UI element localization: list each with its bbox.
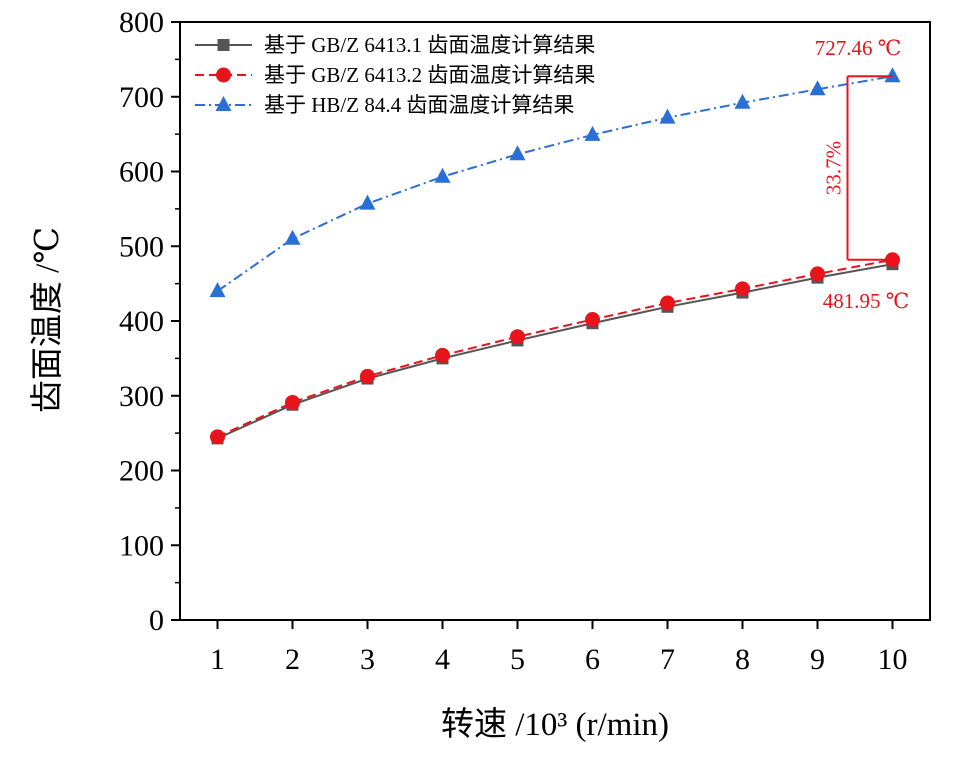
x-tick-label: 4 xyxy=(435,643,450,676)
y-tick-label: 600 xyxy=(119,156,164,189)
x-axis-ticks: 1 2 3 4 5 6 7 8 9 10 xyxy=(210,620,908,676)
data-point-circle xyxy=(435,347,450,363)
annotation-bottom-value: 481.95 ℃ xyxy=(823,289,910,313)
y-tick-label: 800 xyxy=(119,6,164,39)
annotation-top-value: 727.46 ℃ xyxy=(815,36,902,60)
y-tick-label: 400 xyxy=(119,305,164,338)
data-point-triangle xyxy=(734,93,751,109)
series-layer xyxy=(209,67,901,445)
series-3 xyxy=(209,67,901,298)
y-tick-label: 700 xyxy=(119,81,164,114)
data-point-triangle xyxy=(434,167,451,183)
y-tick-label: 200 xyxy=(119,455,164,488)
data-point-triangle xyxy=(809,80,826,96)
data-point-triangle xyxy=(209,282,226,298)
legend-item-3: 基于 HB/Z 84.4 齿面温度计算结果 xyxy=(195,93,574,117)
data-point-triangle xyxy=(884,67,901,83)
x-tick-label: 1 xyxy=(210,643,225,676)
x-tick-label: 8 xyxy=(735,643,750,676)
annotation-percent: 33.7% xyxy=(822,141,846,195)
data-point-triangle xyxy=(584,125,601,141)
data-point-triangle xyxy=(509,145,526,161)
data-point-triangle xyxy=(359,194,376,210)
y-tick-label: 100 xyxy=(119,529,164,562)
x-tick-label: 3 xyxy=(360,643,375,676)
y-tick-label: 0 xyxy=(149,604,164,637)
annotation-layer: 727.46 ℃ 481.95 ℃ 33.7% xyxy=(815,36,910,313)
data-point-square xyxy=(217,39,230,51)
y-axis-label: 齿面温度 /℃ xyxy=(29,227,66,413)
data-point-triangle xyxy=(284,229,301,245)
series-line xyxy=(217,258,893,438)
y-tick-label: 500 xyxy=(119,230,164,263)
x-tick-label: 6 xyxy=(585,643,600,676)
data-point-triangle xyxy=(659,108,676,124)
data-point-circle xyxy=(660,295,675,311)
legend-label: 基于 HB/Z 84.4 齿面温度计算结果 xyxy=(264,93,574,117)
x-axis-label: 转速 /10³ (r/min) xyxy=(441,706,669,743)
x-tick-label: 10 xyxy=(878,643,908,676)
legend-label: 基于 GB/Z 6413.2 齿面温度计算结果 xyxy=(264,63,595,87)
series-1 xyxy=(211,258,899,445)
data-point-circle xyxy=(510,329,525,345)
data-point-circle xyxy=(585,312,600,328)
x-tick-label: 9 xyxy=(810,643,825,676)
legend-label: 基于 GB/Z 6413.1 齿面温度计算结果 xyxy=(264,33,595,57)
y-axis-ticks: 0 100 200 300 400 500 600 700 800 xyxy=(119,6,180,637)
x-tick-label: 2 xyxy=(285,643,300,676)
legend-item-2: 基于 GB/Z 6413.2 齿面温度计算结果 xyxy=(195,63,595,87)
data-point-triangle xyxy=(215,96,232,111)
data-point-circle xyxy=(285,394,300,410)
x-tick-label: 7 xyxy=(660,643,675,676)
data-point-circle xyxy=(210,429,225,445)
data-point-circle xyxy=(360,368,375,384)
series-line xyxy=(217,263,893,440)
data-point-circle xyxy=(735,281,750,297)
y-tick-label: 300 xyxy=(119,380,164,413)
data-point-circle xyxy=(810,266,825,282)
x-tick-label: 5 xyxy=(510,643,525,676)
legend-item-1: 基于 GB/Z 6413.1 齿面温度计算结果 xyxy=(195,33,595,57)
series-line xyxy=(216,75,893,292)
data-point-circle xyxy=(216,67,231,83)
